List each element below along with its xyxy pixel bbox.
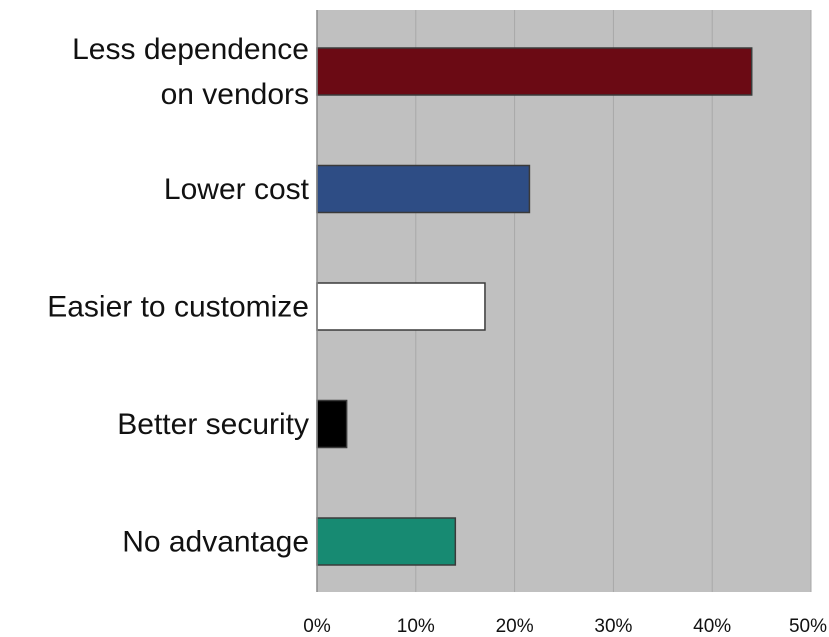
category-label: Lower cost <box>164 173 310 206</box>
category-label: Better security <box>117 408 309 441</box>
x-tick-label: 0% <box>303 616 331 637</box>
bar <box>316 517 457 566</box>
category-labels: Less dependence on vendors Lower cost Easie… <box>47 33 309 559</box>
x-tick-label: 30% <box>594 616 632 637</box>
bar <box>316 282 486 331</box>
bar <box>316 399 348 449</box>
x-tick-label: 20% <box>496 616 534 637</box>
category-label: Less dependence on vendors <box>72 33 309 111</box>
bar <box>316 164 531 214</box>
bar <box>316 47 753 96</box>
x-tick-label: 10% <box>397 616 435 637</box>
x-tick-label: 40% <box>693 616 731 637</box>
x-tick-label: 50% <box>789 616 827 637</box>
category-label: No advantage <box>122 526 309 559</box>
category-label: Easier to customize <box>47 291 309 324</box>
x-tick-labels: 0% 10% 20% 30% 40% 50% <box>303 616 827 637</box>
gridlines <box>415 10 812 592</box>
